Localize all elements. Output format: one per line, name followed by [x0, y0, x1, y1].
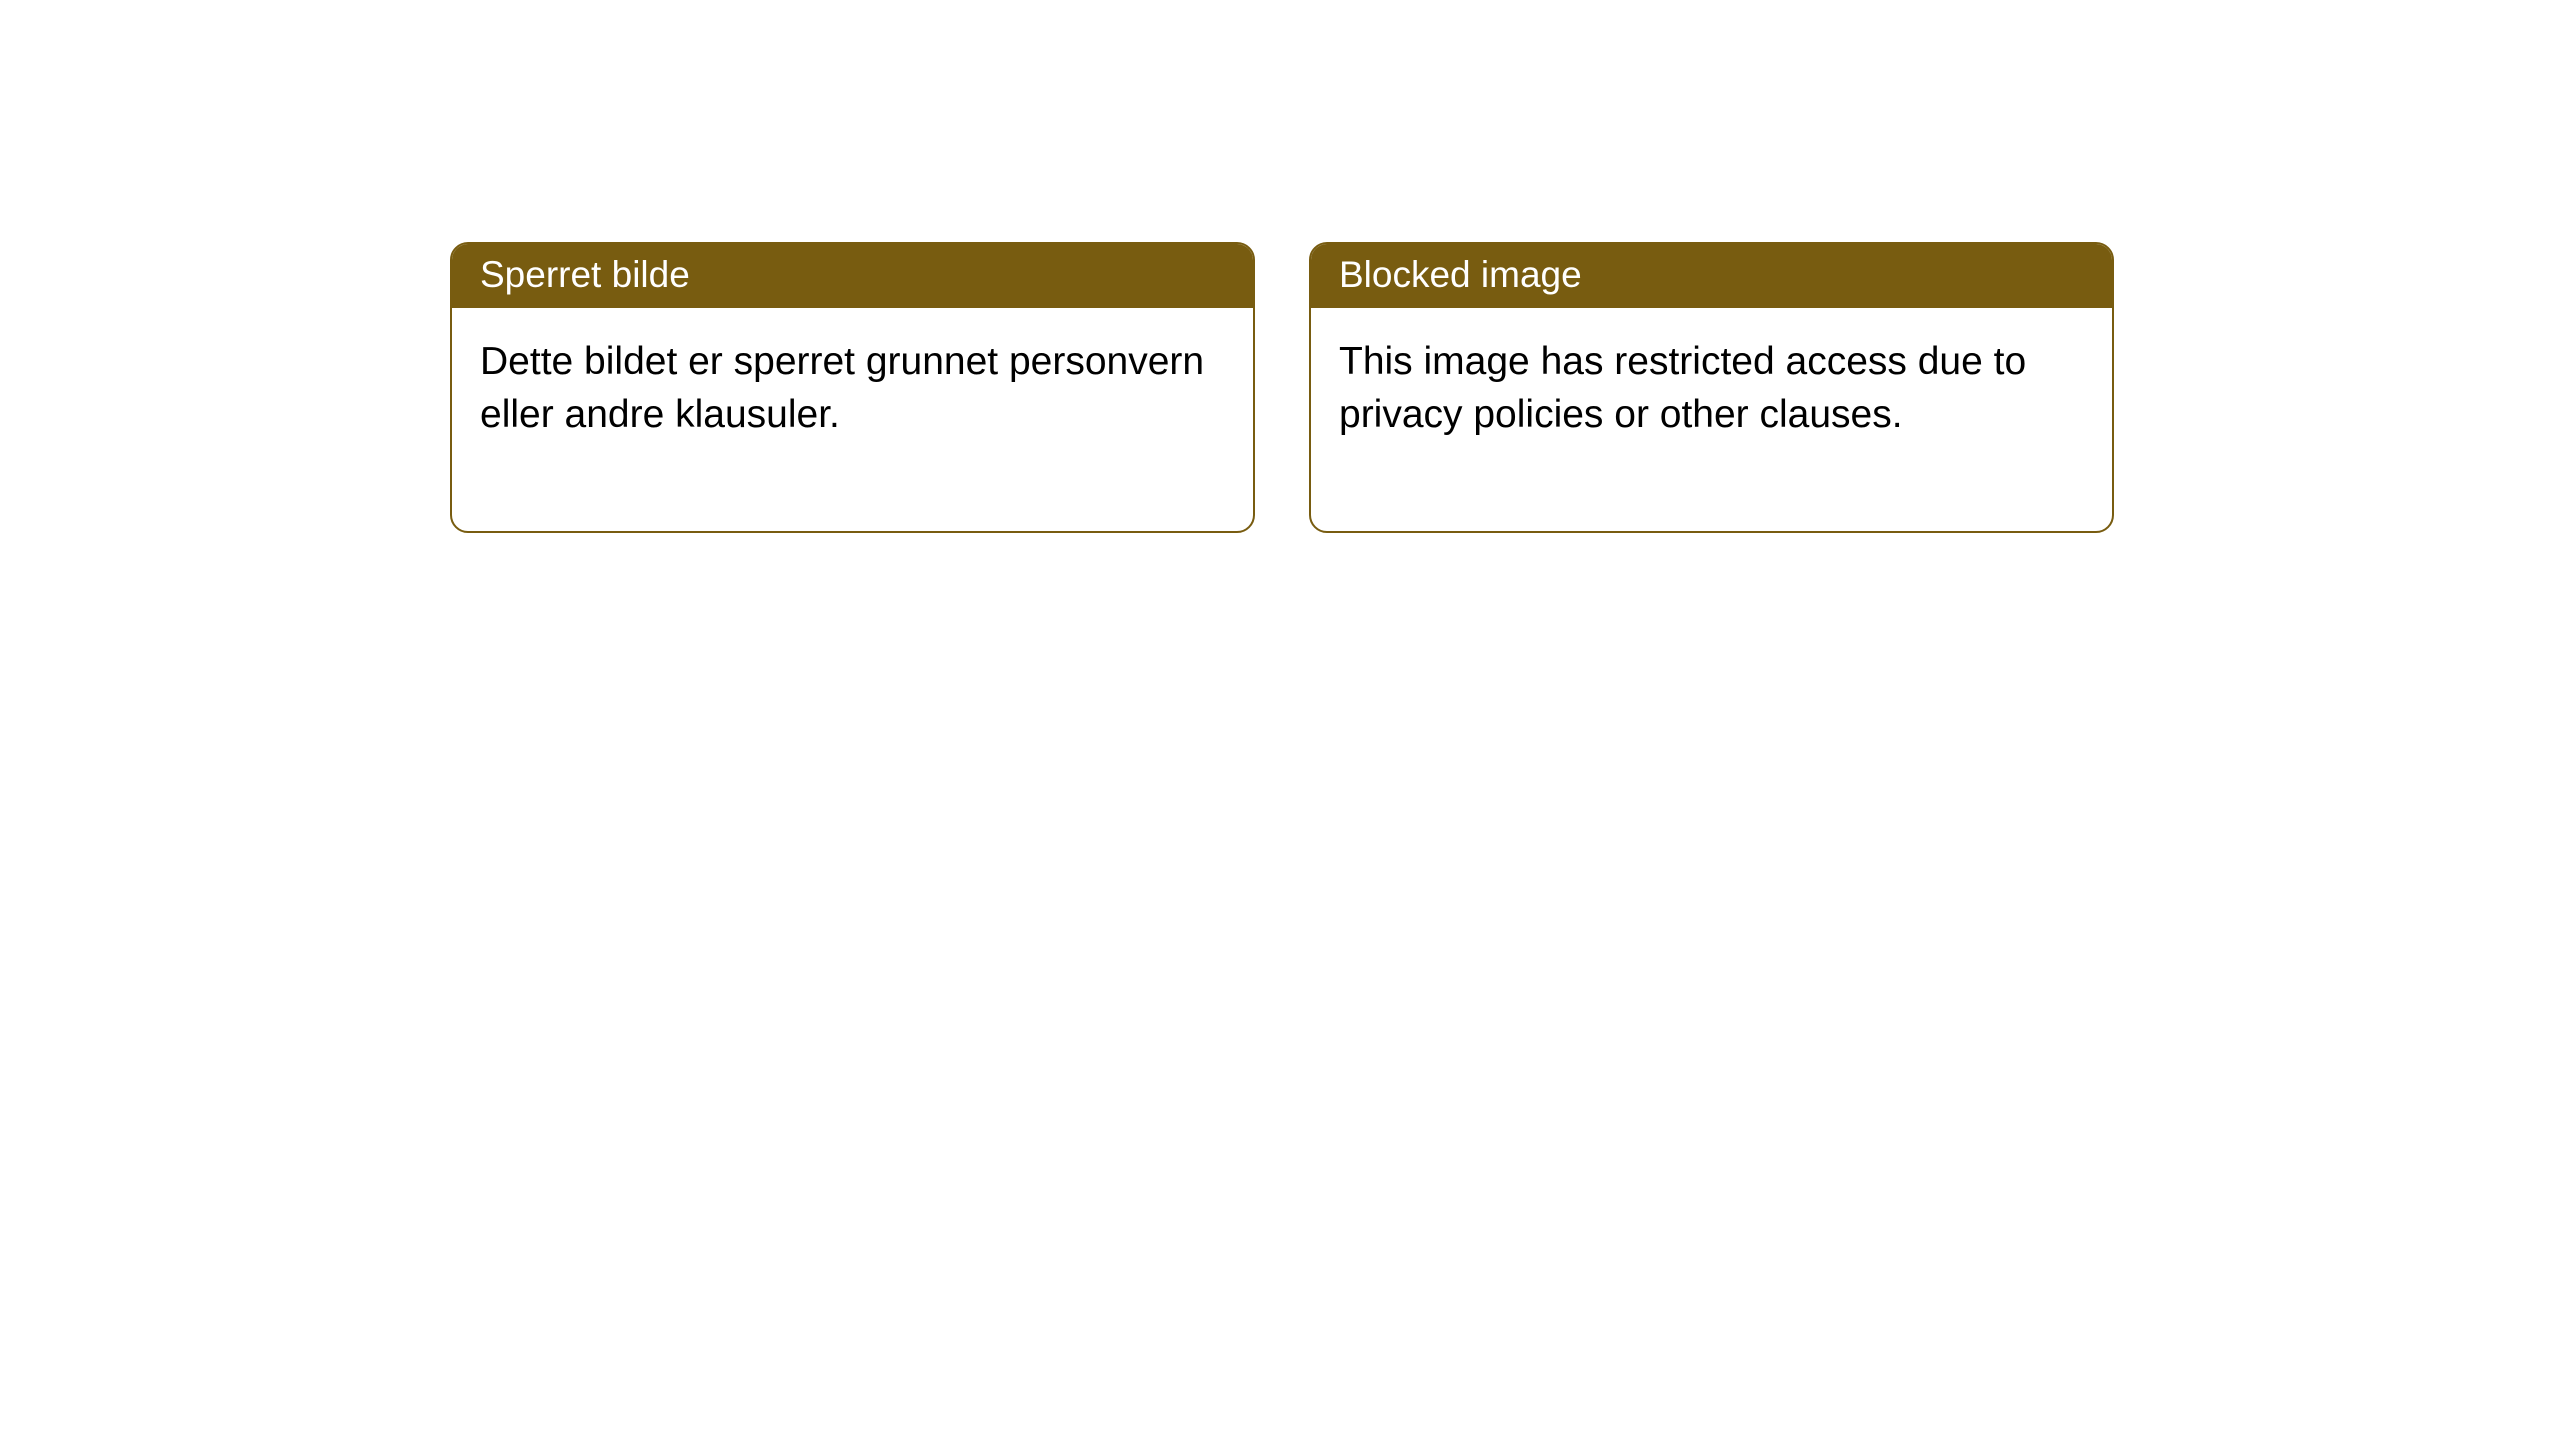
notice-card-english: Blocked image This image has restricted … — [1309, 242, 2114, 533]
notice-body-norwegian: Dette bildet er sperret grunnet personve… — [452, 308, 1253, 531]
notice-body-english: This image has restricted access due to … — [1311, 308, 2112, 531]
notice-header-english: Blocked image — [1311, 244, 2112, 308]
notice-card-norwegian: Sperret bilde Dette bildet er sperret gr… — [450, 242, 1255, 533]
notice-container: Sperret bilde Dette bildet er sperret gr… — [450, 242, 2114, 533]
notice-header-norwegian: Sperret bilde — [452, 244, 1253, 308]
